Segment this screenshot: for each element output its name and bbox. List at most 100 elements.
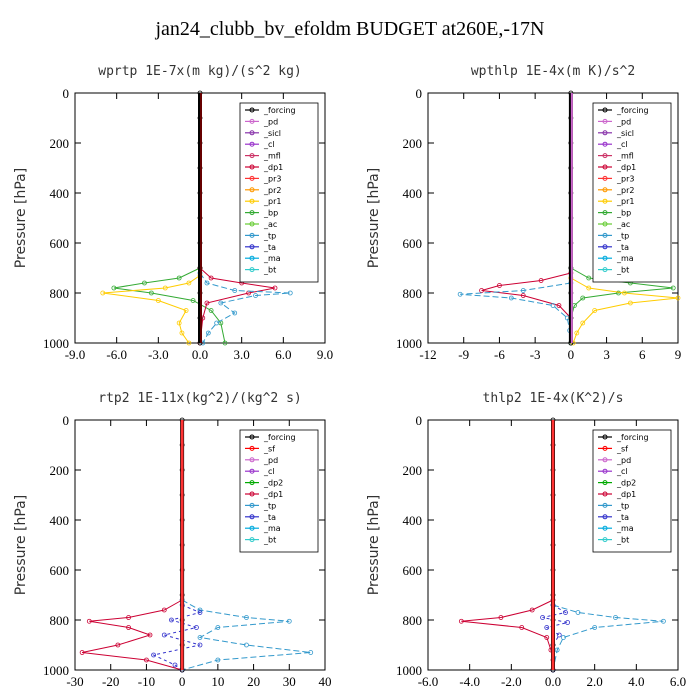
data-point-pr1: [179, 330, 185, 336]
y-tick-label: 600: [50, 236, 70, 251]
x-tick-label: -6.0: [418, 674, 439, 689]
data-point-dp1: [458, 618, 464, 624]
data-point-tp: [215, 657, 221, 663]
legend-marker: [249, 210, 255, 216]
legend-label: _cl: [263, 467, 275, 476]
chart-title: wpthlp 1E-4x(m K)/s^2: [471, 64, 635, 79]
x-tick-label: -6: [494, 347, 505, 362]
data-point-bp: [111, 285, 117, 291]
legend-label: _bt: [616, 536, 629, 545]
data-point-dp1: [147, 632, 153, 638]
legend-label: _bt: [263, 266, 276, 275]
data-point-tp: [550, 303, 556, 308]
series-line-tp: [199, 272, 291, 344]
series-line-bp: [113, 267, 226, 344]
legend-label: _pd: [616, 456, 631, 465]
data-point-pr1: [186, 280, 192, 286]
legend-marker: [249, 525, 255, 531]
legend-marker: [602, 537, 608, 543]
data-point-tp: [457, 291, 463, 297]
data-point-ta: [161, 632, 167, 638]
data-point-tp: [554, 647, 560, 653]
legend-marker: [602, 480, 608, 486]
legend-label: _dp2: [263, 479, 283, 488]
x-tick-label: 10: [211, 674, 224, 689]
data-point-pr1: [627, 300, 633, 306]
data-point-tp: [253, 293, 258, 298]
data-point-tp: [286, 618, 292, 624]
data-point-dp1: [204, 300, 210, 306]
legend-marker: [249, 255, 255, 261]
x-tick-label: 4.0: [628, 674, 644, 689]
data-point-dp1: [126, 625, 131, 630]
legend-marker: [249, 468, 255, 474]
data-point-bp: [670, 285, 676, 291]
legend-marker: [249, 153, 255, 159]
x-tick-label: 3: [603, 347, 610, 362]
legend-label: _ta: [263, 513, 276, 522]
legend-label: _forcing: [616, 106, 649, 115]
x-tick-label: 2.0: [587, 674, 603, 689]
legend-label: _mfl: [616, 152, 634, 161]
y-tick-label: 0: [416, 86, 423, 101]
data-point-pr1: [586, 285, 592, 291]
legend-marker: [602, 130, 608, 136]
legend-marker: [249, 434, 255, 440]
data-point-dp1: [208, 275, 214, 281]
x-tick-label: -3.0: [148, 347, 169, 362]
data-point-dp1: [538, 278, 544, 283]
legend-label: _pr3: [616, 174, 634, 183]
legend-label: _sicl: [616, 129, 634, 138]
legend-label: _pr3: [263, 174, 281, 183]
data-point-dp1: [144, 657, 149, 663]
y-tick-label: 400: [403, 513, 423, 528]
x-tick-label: 0.0: [192, 347, 208, 362]
legend-label: _dp2: [616, 479, 636, 488]
data-point-ta: [197, 642, 203, 648]
y-axis-label: Pressure [hPa]: [13, 495, 29, 595]
legend-label: _ma: [263, 524, 281, 533]
x-tick-label: -30: [66, 674, 83, 689]
x-tick-label: -12: [419, 347, 436, 362]
x-tick-label: -9: [458, 347, 469, 362]
data-point-tp: [592, 625, 598, 630]
series-line-tp: [460, 282, 572, 344]
legend-marker: [249, 267, 255, 273]
x-tick-label: -6.0: [106, 347, 127, 362]
x-tick-label: 20: [247, 674, 260, 689]
data-point-ta: [544, 625, 550, 630]
y-tick-label: 400: [50, 186, 70, 201]
legend-marker: [249, 198, 255, 204]
y-tick-label: 1000: [396, 663, 422, 678]
data-point-tp: [308, 650, 314, 655]
data-point-pr1: [675, 295, 681, 301]
legend-label: _pr1: [616, 197, 634, 206]
x-tick-label: 3.0: [234, 347, 250, 362]
legend-marker: [602, 187, 608, 193]
data-point-tp: [204, 280, 210, 286]
data-point-tp: [197, 635, 203, 640]
legend-label: _bp: [263, 209, 278, 218]
data-point-tp: [244, 642, 249, 648]
chart-panel-1: wprtp 1E-7x(m kg)/(s^2 kg) Pressure [hPa]…: [13, 64, 333, 362]
y-tick-label: 600: [403, 563, 423, 578]
legend-marker: [602, 232, 608, 238]
data-point-bp: [190, 298, 196, 303]
legend-label: _ta: [616, 513, 629, 522]
data-point-ta: [563, 610, 568, 615]
data-point-ta: [540, 615, 545, 620]
legend-marker: [249, 445, 255, 451]
data-point-ta: [172, 662, 178, 668]
chart-title: rtp2 1E-11x(kg^2)/(kg^2 s): [98, 391, 302, 406]
y-tick-label: 200: [50, 136, 70, 151]
data-point-pr1: [574, 330, 580, 336]
legend-marker: [602, 198, 608, 204]
data-point-bp: [208, 308, 214, 313]
legend-label: _mfl: [263, 152, 281, 161]
y-axis-label: Pressure [hPa]: [366, 495, 382, 595]
data-point-dp1: [161, 607, 167, 613]
y-tick-label: 0: [416, 413, 423, 428]
y-tick-label: 400: [403, 186, 423, 201]
legend-label: _bt: [616, 266, 629, 275]
data-point-bp: [176, 275, 182, 281]
